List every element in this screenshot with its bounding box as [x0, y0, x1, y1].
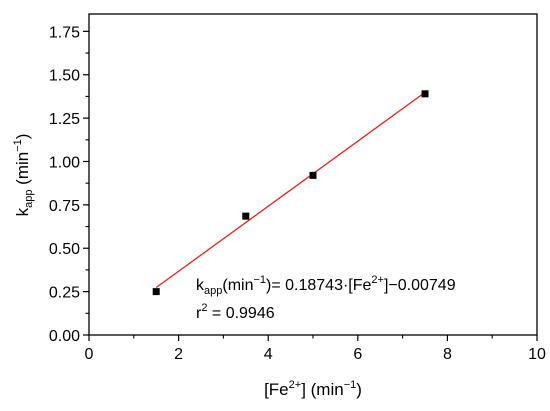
fit-equation: kapp(min−1)= 0.18743·[Fe2+]−0.00749 — [196, 274, 456, 297]
fit-line — [155, 91, 426, 289]
x-axis-title: [Fe2+] (min−1) — [264, 379, 362, 399]
eq-a: (min — [222, 277, 253, 294]
y-tick-label: 1.75 — [49, 24, 80, 41]
x-tick-label: 10 — [528, 346, 546, 363]
data-point — [242, 212, 250, 220]
x-title-end: ) — [356, 380, 362, 399]
y-tick-label: 0.50 — [49, 241, 80, 258]
y-tick-label: 1.50 — [49, 68, 80, 85]
data-points — [152, 90, 429, 296]
data-point — [421, 90, 429, 98]
y-tick-label: 1.00 — [49, 154, 80, 171]
y-title-sup: −1 — [12, 139, 24, 152]
data-point — [152, 288, 160, 296]
data-point — [309, 171, 317, 179]
eq-sup1: −1 — [253, 274, 266, 286]
eq-b: )= 0.18743·[Fe — [266, 277, 372, 294]
axis-ticks — [83, 30, 538, 341]
eq-sub: app — [204, 285, 222, 297]
eq-sup2: 2+ — [371, 274, 384, 286]
x-title-prefix: [Fe — [264, 380, 289, 399]
x-tick-label: 4 — [264, 346, 273, 363]
y-title-rest: (min — [13, 152, 32, 190]
x-title-sup2: −1 — [344, 379, 357, 391]
x-tick-label: 0 — [85, 346, 94, 363]
tick-labels: 0 2 4 6 8 10 0.00 0.25 0.50 0.75 1.00 1.25 1.50 1.75 — [49, 24, 546, 363]
r-rest: = 0.9946 — [207, 305, 274, 322]
y-tick-label: 0.00 — [49, 328, 80, 345]
y-tick-label: 1.25 — [49, 111, 80, 128]
plot-frame — [88, 13, 538, 336]
y-title-sub: app — [23, 190, 35, 208]
x-title-sup: 2+ — [289, 379, 302, 391]
y-tick-label: 0.75 — [49, 198, 80, 215]
eq-k: k — [196, 277, 205, 294]
r-main: r — [196, 305, 202, 322]
y-axis-title: kapp (min−1) — [12, 134, 35, 217]
x-tick-label: 8 — [443, 346, 452, 363]
r-sup: 2 — [201, 302, 207, 314]
x-tick-label: 2 — [174, 346, 183, 363]
x-title-suffix: ] (min — [301, 380, 344, 399]
eq-c: ]−0.00749 — [384, 277, 456, 294]
y-tick-label: 0.25 — [49, 285, 80, 302]
y-title-end: ) — [13, 134, 32, 140]
y-title-main: k — [13, 207, 32, 216]
r-squared: r2 = 0.9946 — [196, 302, 275, 322]
x-tick-label: 6 — [353, 346, 362, 363]
